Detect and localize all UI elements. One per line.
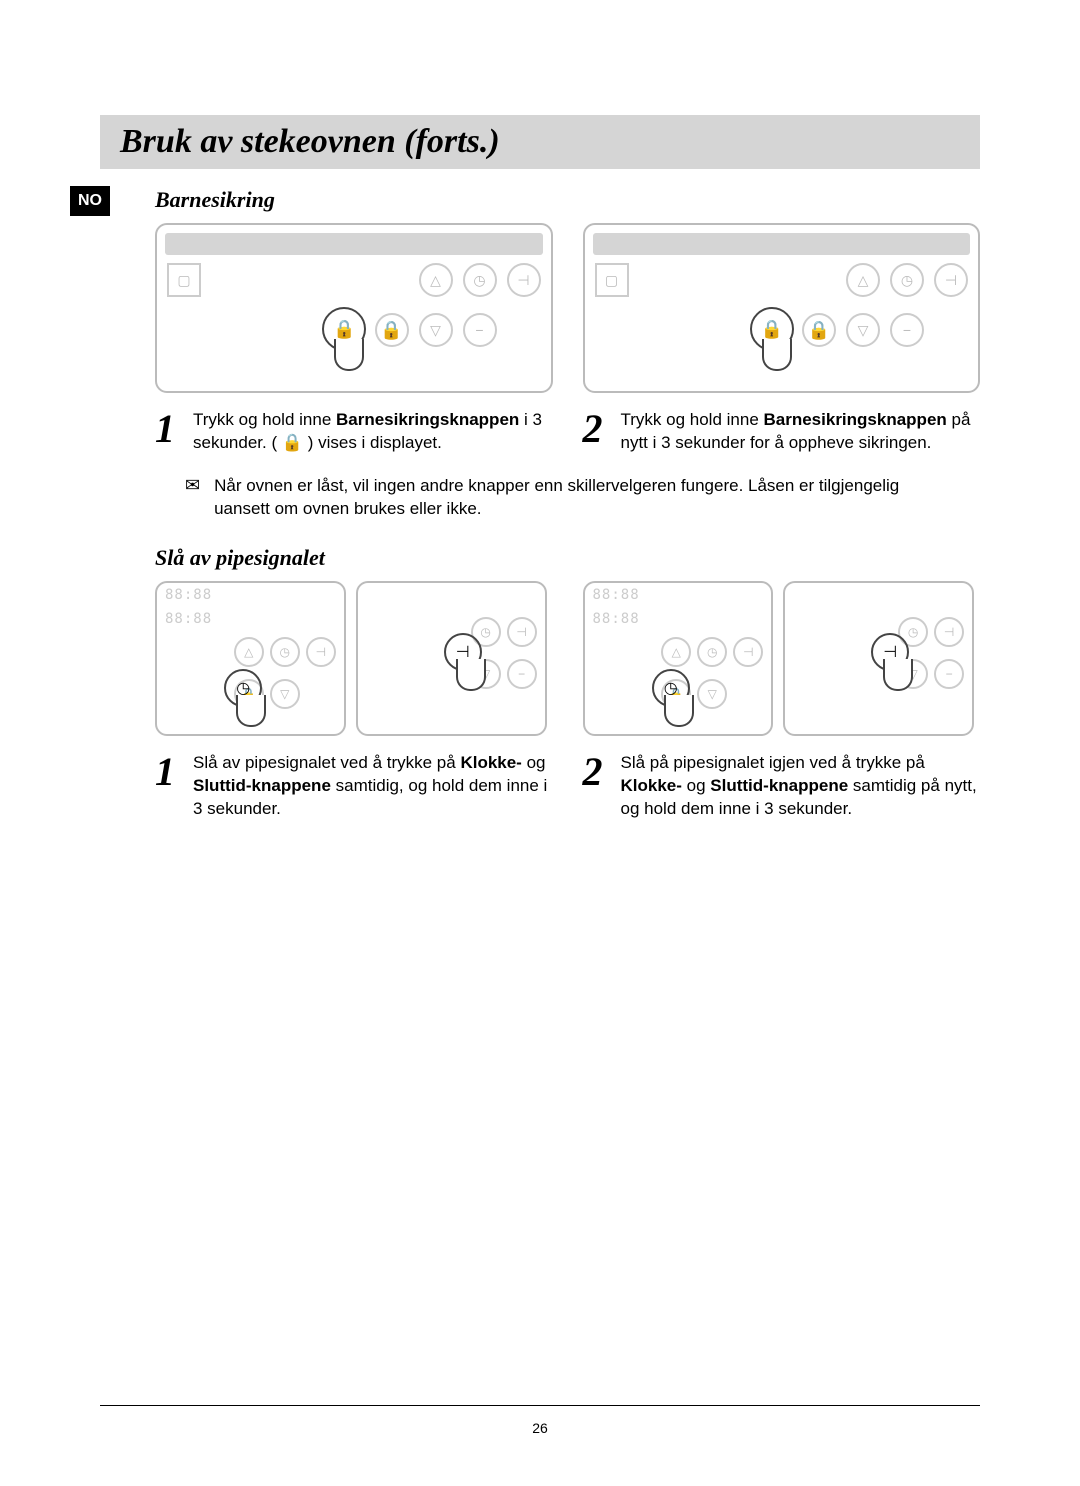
display-digits: 88:88	[585, 607, 772, 631]
display-digits: 88:88	[585, 583, 772, 607]
lock-icon: 🔒	[761, 319, 783, 340]
end-button: ⊣	[934, 617, 964, 647]
panel-childlock-on: ▢ △ ◷ ⊣ 🔒 ▽ − 🔒	[155, 223, 553, 393]
display-strip	[165, 233, 543, 255]
stop-button: ▢	[167, 263, 201, 297]
end-icon: ⊣	[456, 642, 470, 662]
button-row: △ ◷ ⊣	[157, 631, 344, 673]
section1-panels: ▢ △ ◷ ⊣ 🔒 ▽ − 🔒 ▢	[155, 223, 980, 393]
step-text: Trykk og hold inne Barnesikringsknappen …	[193, 409, 553, 455]
touch-indicator: 🔒	[322, 307, 366, 351]
touch-indicator: ⊣	[871, 633, 909, 671]
minus-button: −	[463, 313, 497, 347]
footer-rule	[100, 1405, 980, 1406]
panel-beep-off-left: 88:88 88:88 △ ◷ ⊣ 🔒 ▽ ◷	[155, 581, 346, 736]
panel-beep-off-right: ◷ ⊣ ▽ − ⊣	[356, 581, 547, 736]
section1-steps: 1 Trykk og hold inne Barnesikringsknappe…	[155, 409, 980, 455]
language-tag: NO	[70, 186, 110, 216]
section2-panels: 88:88 88:88 △ ◷ ⊣ 🔒 ▽ ◷	[155, 581, 980, 736]
section1-step2: 2 Trykk og hold inne Barnesikringsknappe…	[583, 409, 981, 455]
step-text: Trykk og hold inne Barnesikringsknappen …	[621, 409, 981, 455]
section2-steps: 1 Slå av pipesignalet ved å trykke på Kl…	[155, 752, 980, 821]
note-text: Når ovnen er låst, vil ingen andre knapp…	[214, 475, 950, 521]
section2-step1: 1 Slå av pipesignalet ved å trykke på Kl…	[155, 752, 553, 821]
up-button: △	[419, 263, 453, 297]
content-area: Barnesikring ▢ △ ◷ ⊣ 🔒 ▽ −	[100, 187, 980, 821]
step-number: 1	[155, 752, 183, 821]
clock-button: ◷	[270, 637, 300, 667]
clock-button: ◷	[890, 263, 924, 297]
stop-button: ▢	[595, 263, 629, 297]
display-digits: 88:88	[157, 583, 344, 607]
end-button: ⊣	[507, 617, 537, 647]
lock-button: 🔒	[375, 313, 409, 347]
end-icon: ⊣	[883, 642, 897, 662]
minus-button: −	[934, 659, 964, 689]
touch-indicator: ◷	[652, 669, 690, 707]
down-button: ▽	[270, 679, 300, 709]
touch-indicator: 🔒	[750, 307, 794, 351]
clock-icon: ◷	[664, 678, 678, 698]
display-digits: 88:88	[157, 607, 344, 631]
button-row: ▢ △ ◷ ⊣	[157, 255, 551, 305]
touch-indicator: ⊣	[444, 633, 482, 671]
minus-button: −	[507, 659, 537, 689]
display-strip	[593, 233, 971, 255]
clock-button: ◷	[463, 263, 497, 297]
title-bar: Bruk av stekeovnen (forts.)	[100, 115, 980, 169]
lock-icon: 🔒	[333, 319, 355, 340]
panel-childlock-off: ▢ △ ◷ ⊣ 🔒 ▽ − 🔒	[583, 223, 981, 393]
up-button: △	[234, 637, 264, 667]
minus-button: −	[890, 313, 924, 347]
page-number: 26	[0, 1420, 1080, 1436]
panel-beep-on-right: ◷ ⊣ ▽ − ⊣	[783, 581, 974, 736]
lock-button: 🔒	[802, 313, 836, 347]
step-text: Slå på pipesignalet igjen ved å trykke p…	[621, 752, 981, 821]
section1-note: ✉ Når ovnen er låst, vil ingen andre kna…	[155, 475, 980, 545]
step-number: 1	[155, 409, 183, 455]
page-title: Bruk av stekeovnen (forts.)	[120, 123, 960, 161]
step-text: Slå av pipesignalet ved å trykke på Klok…	[193, 752, 553, 821]
section2-step2: 2 Slå på pipesignalet igjen ved å trykke…	[583, 752, 981, 821]
panel-beep-on-left: 88:88 88:88 △ ◷ ⊣ 🔒 ▽ ◷	[583, 581, 774, 736]
section2-heading: Slå av pipesignalet	[155, 545, 980, 571]
up-button: △	[846, 263, 880, 297]
down-button: ▽	[697, 679, 727, 709]
section1-step1: 1 Trykk og hold inne Barnesikringsknappe…	[155, 409, 553, 455]
up-button: △	[661, 637, 691, 667]
clock-icon: ◷	[236, 678, 250, 698]
step-number: 2	[583, 752, 611, 821]
end-button: ⊣	[306, 637, 336, 667]
button-row: ▢ △ ◷ ⊣	[585, 255, 979, 305]
note-icon: ✉	[185, 475, 200, 521]
section1-heading: Barnesikring	[155, 187, 980, 213]
end-button: ⊣	[507, 263, 541, 297]
step-number: 2	[583, 409, 611, 455]
down-button: ▽	[846, 313, 880, 347]
touch-indicator: ◷	[224, 669, 262, 707]
clock-button: ◷	[697, 637, 727, 667]
button-row: △ ◷ ⊣	[585, 631, 772, 673]
end-button: ⊣	[934, 263, 968, 297]
end-button: ⊣	[733, 637, 763, 667]
down-button: ▽	[419, 313, 453, 347]
